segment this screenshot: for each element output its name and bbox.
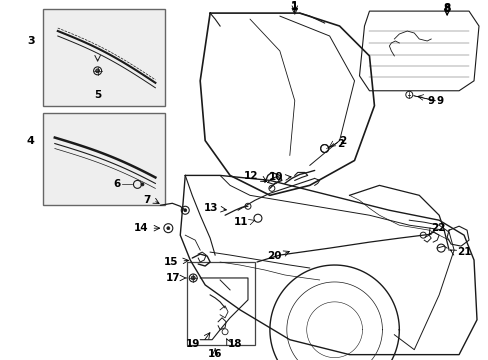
Text: 6: 6 <box>113 179 120 189</box>
Text: 2: 2 <box>339 136 346 145</box>
Text: 13: 13 <box>203 203 218 213</box>
Text: 3: 3 <box>27 36 35 46</box>
Circle shape <box>141 183 143 186</box>
Text: 8: 8 <box>443 3 450 13</box>
Text: 12: 12 <box>243 171 257 181</box>
Text: 17: 17 <box>165 273 180 283</box>
Text: 18: 18 <box>227 339 242 349</box>
Text: 10: 10 <box>268 172 282 183</box>
Text: 1: 1 <box>290 2 298 12</box>
Text: 19: 19 <box>185 339 200 349</box>
Circle shape <box>96 69 100 73</box>
Text: 15: 15 <box>163 257 178 267</box>
Circle shape <box>183 209 186 212</box>
Text: 9: 9 <box>426 96 433 106</box>
Bar <box>43 113 165 205</box>
Text: 8: 8 <box>443 4 450 14</box>
Circle shape <box>166 227 169 230</box>
Bar <box>187 262 254 345</box>
Text: 9: 9 <box>435 96 443 106</box>
Text: 7: 7 <box>142 195 150 205</box>
Circle shape <box>189 274 197 282</box>
Text: 14: 14 <box>134 223 148 233</box>
Text: 4: 4 <box>27 136 35 145</box>
Bar <box>43 9 165 106</box>
Text: 5: 5 <box>94 90 101 100</box>
Text: 22: 22 <box>430 223 445 233</box>
Text: 16: 16 <box>207 348 222 359</box>
Circle shape <box>191 276 195 280</box>
Circle shape <box>94 67 102 75</box>
Text: 1: 1 <box>290 1 298 11</box>
Text: 20: 20 <box>267 251 281 261</box>
Text: 2: 2 <box>337 139 344 149</box>
Text: 21: 21 <box>456 247 470 257</box>
Text: 11: 11 <box>233 217 247 227</box>
